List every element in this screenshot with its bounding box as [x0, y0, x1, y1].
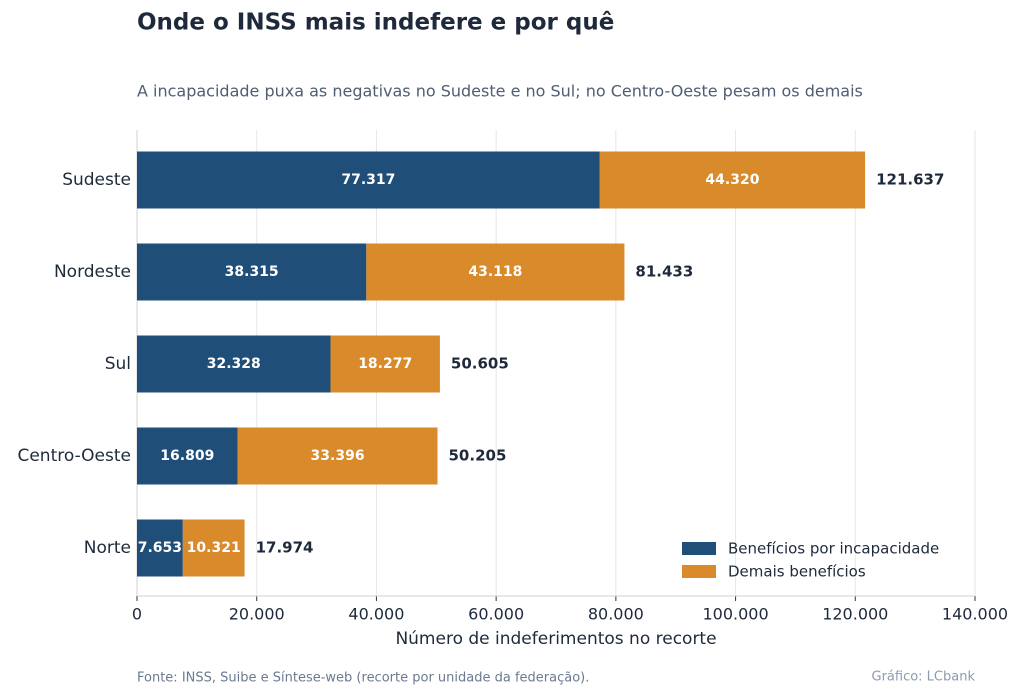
source-note: Fonte: INSS, Suibe e Síntese-web (recort… — [137, 671, 589, 686]
bar-segment — [182, 519, 245, 577]
x-tick-label: 40.000 — [348, 605, 404, 624]
y-tick-label: Centro-Oeste — [17, 446, 131, 466]
x-tick-label: 60.000 — [468, 605, 524, 624]
bar-segment — [366, 243, 625, 301]
data-label: 16.809 — [160, 448, 214, 464]
legend-swatch — [682, 565, 716, 578]
bar-segment — [330, 335, 440, 393]
bar-segment — [137, 151, 600, 209]
y-tick-label: Sudeste — [62, 170, 131, 190]
total-label: 50.605 — [451, 355, 509, 373]
data-label: 32.328 — [207, 356, 261, 372]
data-label: 7.653 — [138, 540, 182, 556]
x-tick-label: 20.000 — [229, 605, 285, 624]
x-axis-label: Número de indeferimentos no recorte — [395, 629, 716, 649]
total-label: 50.205 — [449, 447, 507, 465]
x-tick-label: 0 — [132, 605, 142, 624]
credit: Gráfico: LCbank — [872, 670, 976, 685]
total-label: 81.433 — [635, 263, 693, 281]
data-label: 33.396 — [311, 448, 365, 464]
x-tick-label: 120.000 — [822, 605, 888, 624]
data-label: 44.320 — [705, 172, 759, 188]
legend-label: Benefícios por incapacidade — [728, 540, 939, 558]
x-tick-label: 80.000 — [588, 605, 644, 624]
data-label: 77.317 — [341, 172, 395, 188]
bar-segment — [137, 427, 238, 485]
bar-segment — [137, 519, 183, 577]
legend-label: Demais benefícios — [728, 563, 866, 581]
data-label: 10.321 — [187, 540, 241, 556]
chart-title: Onde o INSS mais indefere e por quê — [137, 10, 614, 36]
legend-swatch — [682, 542, 716, 555]
data-label: 43.118 — [468, 264, 522, 280]
bar-segment — [137, 335, 331, 393]
y-tick-label: Norte — [84, 538, 131, 558]
y-tick-label: Sul — [105, 354, 131, 374]
data-label: 38.315 — [225, 264, 279, 280]
total-label: 17.974 — [256, 539, 314, 557]
x-tick-label: 140.000 — [942, 605, 1008, 624]
total-label: 121.637 — [876, 171, 944, 189]
bar-segment — [599, 151, 866, 209]
x-tick-label: 100.000 — [702, 605, 768, 624]
chart-subtitle: A incapacidade puxa as negativas no Sude… — [137, 82, 863, 101]
y-tick-label: Nordeste — [54, 262, 131, 282]
bar-segment — [237, 427, 438, 485]
bar-segment — [137, 243, 367, 301]
data-label: 18.277 — [358, 356, 412, 372]
